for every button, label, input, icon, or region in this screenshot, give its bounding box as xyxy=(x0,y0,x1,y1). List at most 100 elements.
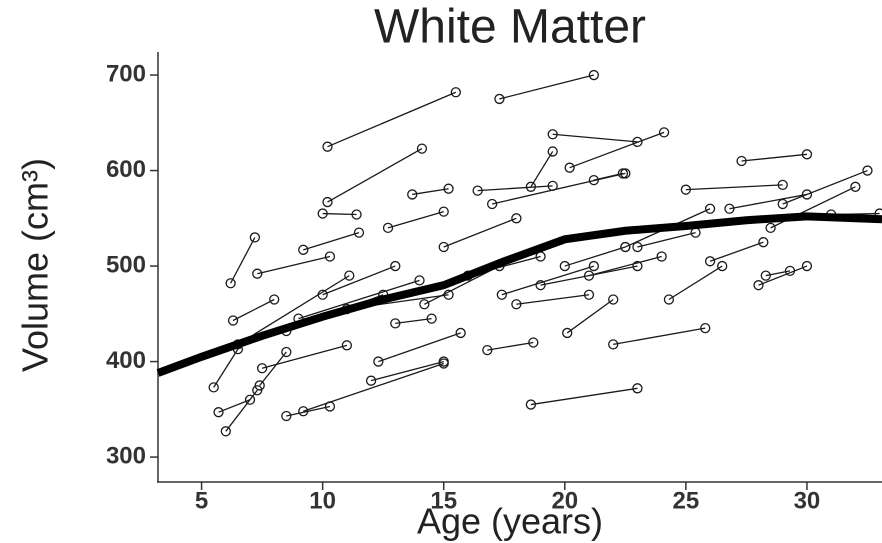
y-axis-label: Volume (cm³) xyxy=(15,158,56,372)
subject-point xyxy=(564,162,575,173)
subject-line xyxy=(218,399,251,413)
y-tick-label: 400 xyxy=(106,347,146,374)
subject-line xyxy=(516,294,590,305)
x-axis-label: Age (years) xyxy=(417,501,603,542)
subject-point xyxy=(317,208,328,219)
subject-line xyxy=(540,265,638,286)
subject-point xyxy=(658,127,670,138)
subject-point xyxy=(438,356,449,367)
subject-point xyxy=(535,280,546,291)
subject-point xyxy=(617,168,629,179)
subject-line xyxy=(327,148,423,203)
subject-line xyxy=(443,217,517,248)
subject-point xyxy=(227,315,239,326)
subject-point xyxy=(608,339,619,350)
subject-line xyxy=(564,246,626,267)
subject-point xyxy=(426,313,437,324)
subject-line xyxy=(741,153,808,162)
subject-point xyxy=(390,318,401,329)
subject-point xyxy=(213,407,224,418)
subject-point xyxy=(753,280,764,291)
chart-title: White Matter xyxy=(374,1,646,54)
subject-line xyxy=(477,185,553,192)
y-tick-label: 700 xyxy=(106,60,146,87)
subject-line xyxy=(225,389,258,432)
subject-point xyxy=(382,222,394,234)
subject-line xyxy=(257,255,331,275)
subject-point xyxy=(482,344,493,356)
subject-point xyxy=(704,203,716,214)
x-tick-label: 25 xyxy=(673,487,700,514)
subject-point xyxy=(353,227,365,238)
subject-point xyxy=(455,327,466,339)
subject-point xyxy=(407,189,418,200)
y-tick-label: 600 xyxy=(106,156,146,183)
y-tick-label: 300 xyxy=(106,442,146,469)
subject-point xyxy=(588,69,600,81)
subject-point xyxy=(496,289,507,300)
subject-point xyxy=(511,213,522,224)
subject-point xyxy=(528,337,539,348)
x-tick-label: 10 xyxy=(309,487,336,514)
subject-point xyxy=(620,241,631,253)
subject-point xyxy=(588,174,600,186)
subject-line xyxy=(322,265,396,296)
subject-point xyxy=(801,189,813,200)
y-tick-label: 500 xyxy=(106,251,146,278)
subject-point xyxy=(562,327,573,339)
subject-line xyxy=(613,327,706,346)
subject-point xyxy=(583,270,595,281)
subject-point xyxy=(559,260,570,272)
subject-point xyxy=(777,198,788,210)
subject-point xyxy=(511,299,522,310)
subject-point xyxy=(281,410,292,422)
subject-line xyxy=(303,232,360,251)
subject-point xyxy=(547,129,558,140)
subject-point xyxy=(801,149,813,160)
subject-line xyxy=(782,169,868,205)
subject-line xyxy=(230,237,256,284)
fit-curve xyxy=(156,212,882,377)
subject-point xyxy=(450,87,461,98)
subject-point xyxy=(472,185,483,196)
x-tick-label: 20 xyxy=(551,487,578,514)
subject-point xyxy=(656,251,667,262)
subject-point xyxy=(373,356,384,367)
subject-point xyxy=(414,275,425,286)
subject-point xyxy=(632,383,643,394)
subject-line xyxy=(213,348,239,388)
subject-point xyxy=(583,289,595,300)
subject-point xyxy=(298,406,309,417)
subject-point xyxy=(225,278,236,289)
subject-point xyxy=(850,181,861,192)
x-tick-label: 5 xyxy=(195,487,208,514)
subject-line xyxy=(709,241,764,262)
subject-point xyxy=(760,270,771,281)
subject-point xyxy=(632,136,643,148)
subject-point xyxy=(298,244,309,255)
subject-point xyxy=(632,241,643,253)
subject-point xyxy=(862,165,873,176)
subject-point xyxy=(765,222,776,234)
subject-point xyxy=(704,256,716,267)
subject-point xyxy=(419,299,430,310)
subject-line xyxy=(259,351,287,386)
subject-point xyxy=(208,382,219,393)
subject-point xyxy=(724,203,735,214)
subject-line xyxy=(668,265,723,301)
x-tick-label: 30 xyxy=(794,487,821,514)
subject-point xyxy=(784,265,796,276)
subject-point xyxy=(588,260,600,272)
subject-point xyxy=(220,426,231,437)
subject-line xyxy=(395,317,432,325)
subject-line xyxy=(552,133,638,143)
subject-point xyxy=(322,141,333,152)
subject-point xyxy=(252,385,263,396)
subject-point xyxy=(269,294,280,305)
subject-line xyxy=(261,344,348,369)
subject-point xyxy=(443,183,454,194)
subject-point xyxy=(717,260,728,272)
subject-line xyxy=(387,211,444,229)
subject-point xyxy=(322,196,333,208)
